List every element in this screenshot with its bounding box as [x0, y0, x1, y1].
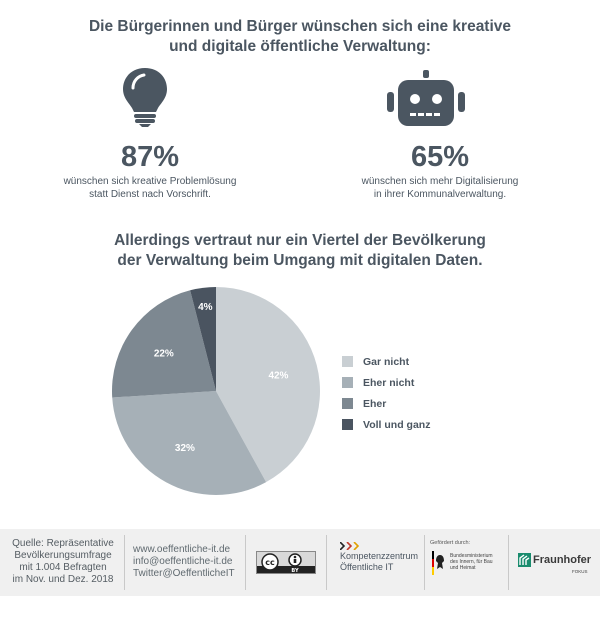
source-line: Bevölkerungsumfrage	[14, 550, 112, 561]
headline-top-line2: und digitale öffentliche Verwaltung:	[169, 38, 431, 55]
ministry-line: und Heimat	[450, 565, 476, 571]
kompetenz-line2: Öffentliche IT	[340, 562, 394, 572]
legend-item: Eher nicht	[342, 372, 430, 393]
footer-divider	[124, 535, 125, 590]
legend-swatch	[342, 356, 353, 367]
legend-label: Voll und ganz	[363, 418, 431, 431]
cc-license-icon: cc BY	[256, 551, 316, 574]
headline-top: Die Bürgerinnen und Bürger wünschen sich…	[0, 17, 600, 57]
lightbulb-icon	[123, 68, 167, 127]
footer-divider	[508, 535, 509, 590]
headline-mid: Allerdings vertraut nur ein Viertel der …	[0, 231, 600, 271]
pie-value-label: 32%	[175, 443, 195, 454]
source-line: im Nov. und Dez. 2018	[12, 574, 114, 585]
stat-creative: 87% wünschen sich kreative Problemlösung…	[35, 141, 265, 201]
stat-desc-line1: wünschen sich kreative Problemlösung	[63, 176, 237, 187]
pie-value-label: 4%	[198, 302, 213, 313]
legend-item: Voll und ganz	[342, 414, 430, 435]
source-note: Quelle: Repräsentative Bevölkerungsumfra…	[8, 538, 118, 605]
source-line: mit 1.004 Befragten	[19, 562, 107, 573]
cc-by-label: BY	[291, 568, 299, 573]
kompetenzzentrum-logo-icon	[340, 542, 360, 550]
pie-chart: 42% 32% 22% 4%	[112, 287, 321, 495]
legend-label: Eher nicht	[363, 376, 415, 389]
chart-legend: Gar nicht Eher nicht Eher Voll und ganz	[342, 351, 430, 435]
legend-swatch	[342, 377, 353, 388]
pie-slice-voll-und-ganz	[190, 287, 216, 391]
stat-desc-line2: in ihrer Kommunalverwaltung.	[373, 189, 507, 200]
robot-icon	[387, 70, 465, 126]
stat-desc-line2: statt Dienst nach Vorschrift.	[89, 189, 211, 200]
twitter-link[interactable]: Twitter@OeffentlicheIT	[133, 568, 235, 579]
headline-mid-line1: Allerdings vertraut nur ein Viertel der …	[114, 232, 486, 249]
legend-item: Gar nicht	[342, 351, 430, 372]
website-link[interactable]: www.oeffentliche-it.de	[133, 544, 231, 555]
footer-divider	[424, 535, 425, 590]
funded-by-label: Gefördert durch:	[430, 540, 471, 546]
stat-desc-line1: wünschen sich mehr Digitalisierung	[361, 176, 519, 187]
ministry-logo: Bundesministerium des Innern, für Bau un…	[450, 553, 493, 620]
fraunhofer-logo-icon	[518, 553, 531, 567]
email-link[interactable]: info@oeffentliche-it.de	[133, 556, 233, 567]
pie-value-label: 22%	[154, 349, 174, 360]
pie-value-label: 42%	[268, 370, 288, 381]
pie-slice-eher-nicht	[112, 391, 267, 495]
fraunhofer-logo: Fraunhofer	[533, 554, 592, 566]
federal-eagle-icon	[432, 551, 444, 575]
fraunhofer-sub: FOKUS	[572, 569, 588, 574]
headline-top-line1: Die Bürgerinnen und Bürger wünschen sich…	[88, 18, 512, 35]
legend-swatch	[342, 419, 353, 430]
pie-slice-eher	[112, 290, 216, 398]
footer-divider	[326, 535, 327, 590]
ministry-line: Bundesministerium	[450, 553, 493, 559]
ministry-line: des Innern, für Bau	[450, 559, 493, 565]
legend-swatch	[342, 398, 353, 409]
source-line: Quelle: Repräsentative	[12, 538, 114, 549]
footer: Quelle: Repräsentative Bevölkerungsumfra…	[0, 529, 600, 596]
pie-slice-gar-nicht	[216, 287, 321, 483]
kompetenz-line1: Kompetenzzentrum	[340, 551, 419, 561]
stat-value: 65%	[410, 141, 470, 173]
svg-text:cc: cc	[265, 558, 275, 567]
footer-divider	[245, 535, 246, 590]
legend-label: Eher	[363, 397, 387, 410]
stat-description: wünschen sich mehr Digitalisierung in ih…	[325, 175, 555, 201]
headline-mid-line2: der Verwaltung beim Umgang mit digitalen…	[117, 252, 483, 269]
stat-digital: 65% wünschen sich mehr Digitalisierung i…	[325, 141, 555, 201]
legend-item: Eher	[342, 393, 430, 414]
kompetenzzentrum-logo: Kompetenzzentrum Öffentliche IT	[340, 551, 418, 618]
contact-block: www.oeffentliche-it.de info@oeffentliche…	[133, 544, 235, 611]
stat-description: wünschen sich kreative Problemlösung sta…	[35, 175, 265, 201]
legend-label: Gar nicht	[363, 355, 410, 368]
stat-value: 87%	[120, 141, 180, 173]
